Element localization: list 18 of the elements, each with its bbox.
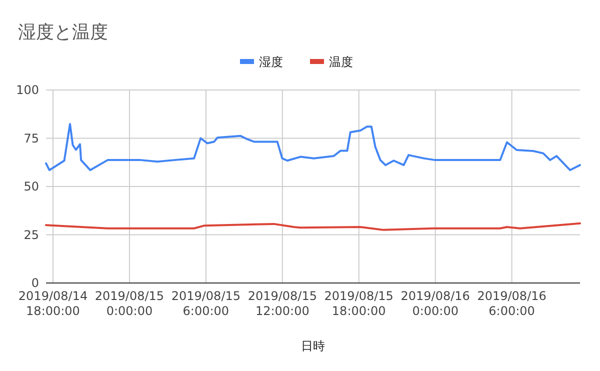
x-tick-label: 2019/08/15 12:00:00 (248, 289, 317, 318)
y-tick-label: 25 (24, 228, 39, 242)
y-tick-label: 0 (31, 276, 39, 290)
x-tick-label: 2019/08/15 0:00:00 (94, 289, 164, 318)
x-tick-label: 2019/08/15 18:00:00 (324, 289, 394, 318)
y-tick-label: 50 (24, 180, 39, 194)
x-axis-title: 日時 (301, 339, 325, 353)
x-tick-label: 2019/08/15 6:00:00 (171, 289, 241, 318)
chart-title: 湿度と温度 (18, 22, 108, 43)
x-tick-label: 2019/08/14 18:00:00 (18, 289, 88, 318)
line-series (45, 122, 581, 172)
x-tick-label: 2019/08/16 6:00:00 (477, 289, 546, 318)
line-series (45, 222, 581, 231)
legend-label: 湿度 (259, 55, 283, 69)
legend-label: 温度 (329, 55, 353, 69)
y-tick-label: 100 (16, 83, 39, 97)
x-tick-label: 2019/08/16 0:00:00 (400, 289, 470, 318)
y-tick-label: 75 (24, 131, 39, 146)
